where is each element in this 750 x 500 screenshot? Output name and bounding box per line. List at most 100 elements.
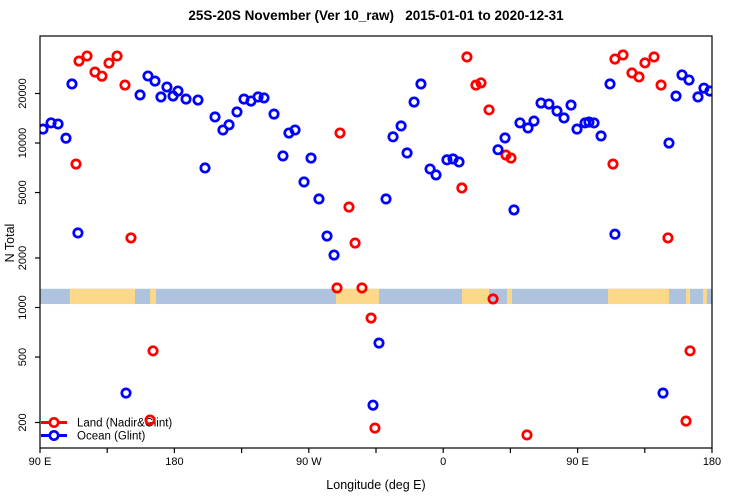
data-point-ocean — [142, 70, 154, 82]
data-point-ocean — [595, 130, 607, 142]
data-point-land — [111, 50, 123, 62]
data-point-ocean — [52, 118, 64, 130]
legend-marker-icon — [48, 429, 60, 442]
data-point-land — [607, 158, 619, 170]
data-point-ocean — [424, 163, 436, 175]
data-point-land — [119, 79, 131, 91]
data-point-ocean — [508, 204, 520, 216]
y-tick-label: 2000 — [17, 246, 29, 270]
data-point-land — [343, 201, 355, 213]
x-tick-label: 180 — [703, 456, 721, 468]
map-strip-land-segment — [462, 288, 490, 305]
data-point-ocean — [492, 144, 504, 156]
data-point-land — [633, 71, 645, 83]
data-point-ocean — [231, 106, 243, 118]
data-point-ocean — [268, 108, 280, 120]
data-point-ocean — [149, 75, 161, 87]
data-point-ocean — [192, 94, 204, 106]
data-point-land — [356, 282, 368, 294]
data-point-land — [648, 51, 660, 63]
data-point-land — [487, 293, 499, 305]
y-axis-label: N Total — [3, 223, 17, 263]
data-point-land — [125, 232, 137, 244]
data-point-land — [334, 127, 346, 139]
data-point-ocean — [321, 230, 333, 242]
data-point-ocean — [683, 74, 695, 86]
map-strip-land-segment — [703, 288, 707, 305]
data-point-land — [617, 49, 629, 61]
data-point-ocean — [499, 132, 511, 144]
data-point-land — [662, 232, 674, 244]
data-point-ocean — [692, 91, 704, 103]
data-point-land — [73, 55, 85, 67]
legend: Land (Nadir&Glint)Ocean (Glint) — [41, 416, 172, 443]
data-point-ocean — [704, 85, 712, 97]
data-point-ocean — [313, 193, 325, 205]
data-point-land — [639, 57, 651, 69]
data-point-ocean — [453, 156, 465, 168]
x-tick-label: 90 W — [296, 456, 322, 468]
data-point-land — [369, 422, 381, 434]
y-tick-label: 10000 — [17, 128, 29, 159]
data-point-ocean — [551, 105, 563, 117]
y-tick-label: 5000 — [17, 180, 29, 204]
chart-title: 25S-20S November (Ver 10_raw) 2015-01-01… — [188, 8, 564, 23]
data-point-land — [475, 77, 487, 89]
data-point-ocean — [120, 387, 132, 399]
y-tick-label: 1000 — [17, 295, 29, 319]
data-point-land — [349, 237, 361, 249]
legend-label: Ocean (Glint) — [77, 431, 146, 443]
data-point-ocean — [408, 96, 420, 108]
data-point-ocean — [676, 69, 688, 81]
map-strip-land-segment — [506, 288, 513, 305]
data-point-land — [456, 182, 468, 194]
map-strip-land-segment — [150, 288, 157, 305]
data-point-ocean — [161, 81, 173, 93]
data-point-ocean — [180, 93, 192, 105]
data-point-ocean — [155, 91, 167, 103]
data-point-ocean — [395, 120, 407, 132]
map-strip-land-segment — [69, 288, 135, 305]
data-point-ocean — [167, 90, 179, 102]
data-point-ocean — [663, 137, 675, 149]
data-point-ocean — [289, 124, 301, 136]
data-point-ocean — [528, 115, 540, 127]
data-point-land — [505, 152, 517, 164]
data-point-ocean — [66, 78, 78, 90]
data-point-land — [684, 345, 696, 357]
x-axis-label: Longitude (deg E) — [326, 478, 426, 492]
data-point-land — [96, 70, 108, 82]
data-point-ocean — [415, 78, 427, 90]
data-point-ocean — [60, 132, 72, 144]
data-point-ocean — [209, 111, 221, 123]
data-point-ocean — [258, 92, 270, 104]
data-point-ocean — [199, 162, 211, 174]
data-point-ocean — [380, 193, 392, 205]
data-point-ocean — [571, 123, 583, 135]
data-point-ocean — [72, 227, 84, 239]
data-point-ocean — [277, 150, 289, 162]
data-point-land — [144, 414, 156, 426]
legend-label: Land (Nadir&Glint) — [77, 418, 172, 430]
data-point-ocean — [583, 116, 595, 128]
data-point-ocean — [565, 99, 577, 111]
data-point-ocean — [367, 399, 379, 411]
x-tick-label: 90 E — [29, 456, 52, 468]
x-tick-label: 180 — [165, 456, 183, 468]
map-strip-land-segment — [686, 288, 691, 305]
data-point-land — [680, 415, 692, 427]
data-point-land — [103, 57, 115, 69]
data-point-ocean — [387, 131, 399, 143]
data-point-ocean — [305, 152, 317, 164]
data-point-land — [609, 53, 621, 65]
data-point-ocean — [328, 249, 340, 261]
data-point-ocean — [401, 147, 413, 159]
data-point-ocean — [657, 387, 669, 399]
map-strip-land-segment — [608, 288, 669, 305]
data-point-land — [147, 345, 159, 357]
data-point-ocean — [670, 90, 682, 102]
data-point-land — [521, 429, 533, 441]
data-point-land — [655, 79, 667, 91]
